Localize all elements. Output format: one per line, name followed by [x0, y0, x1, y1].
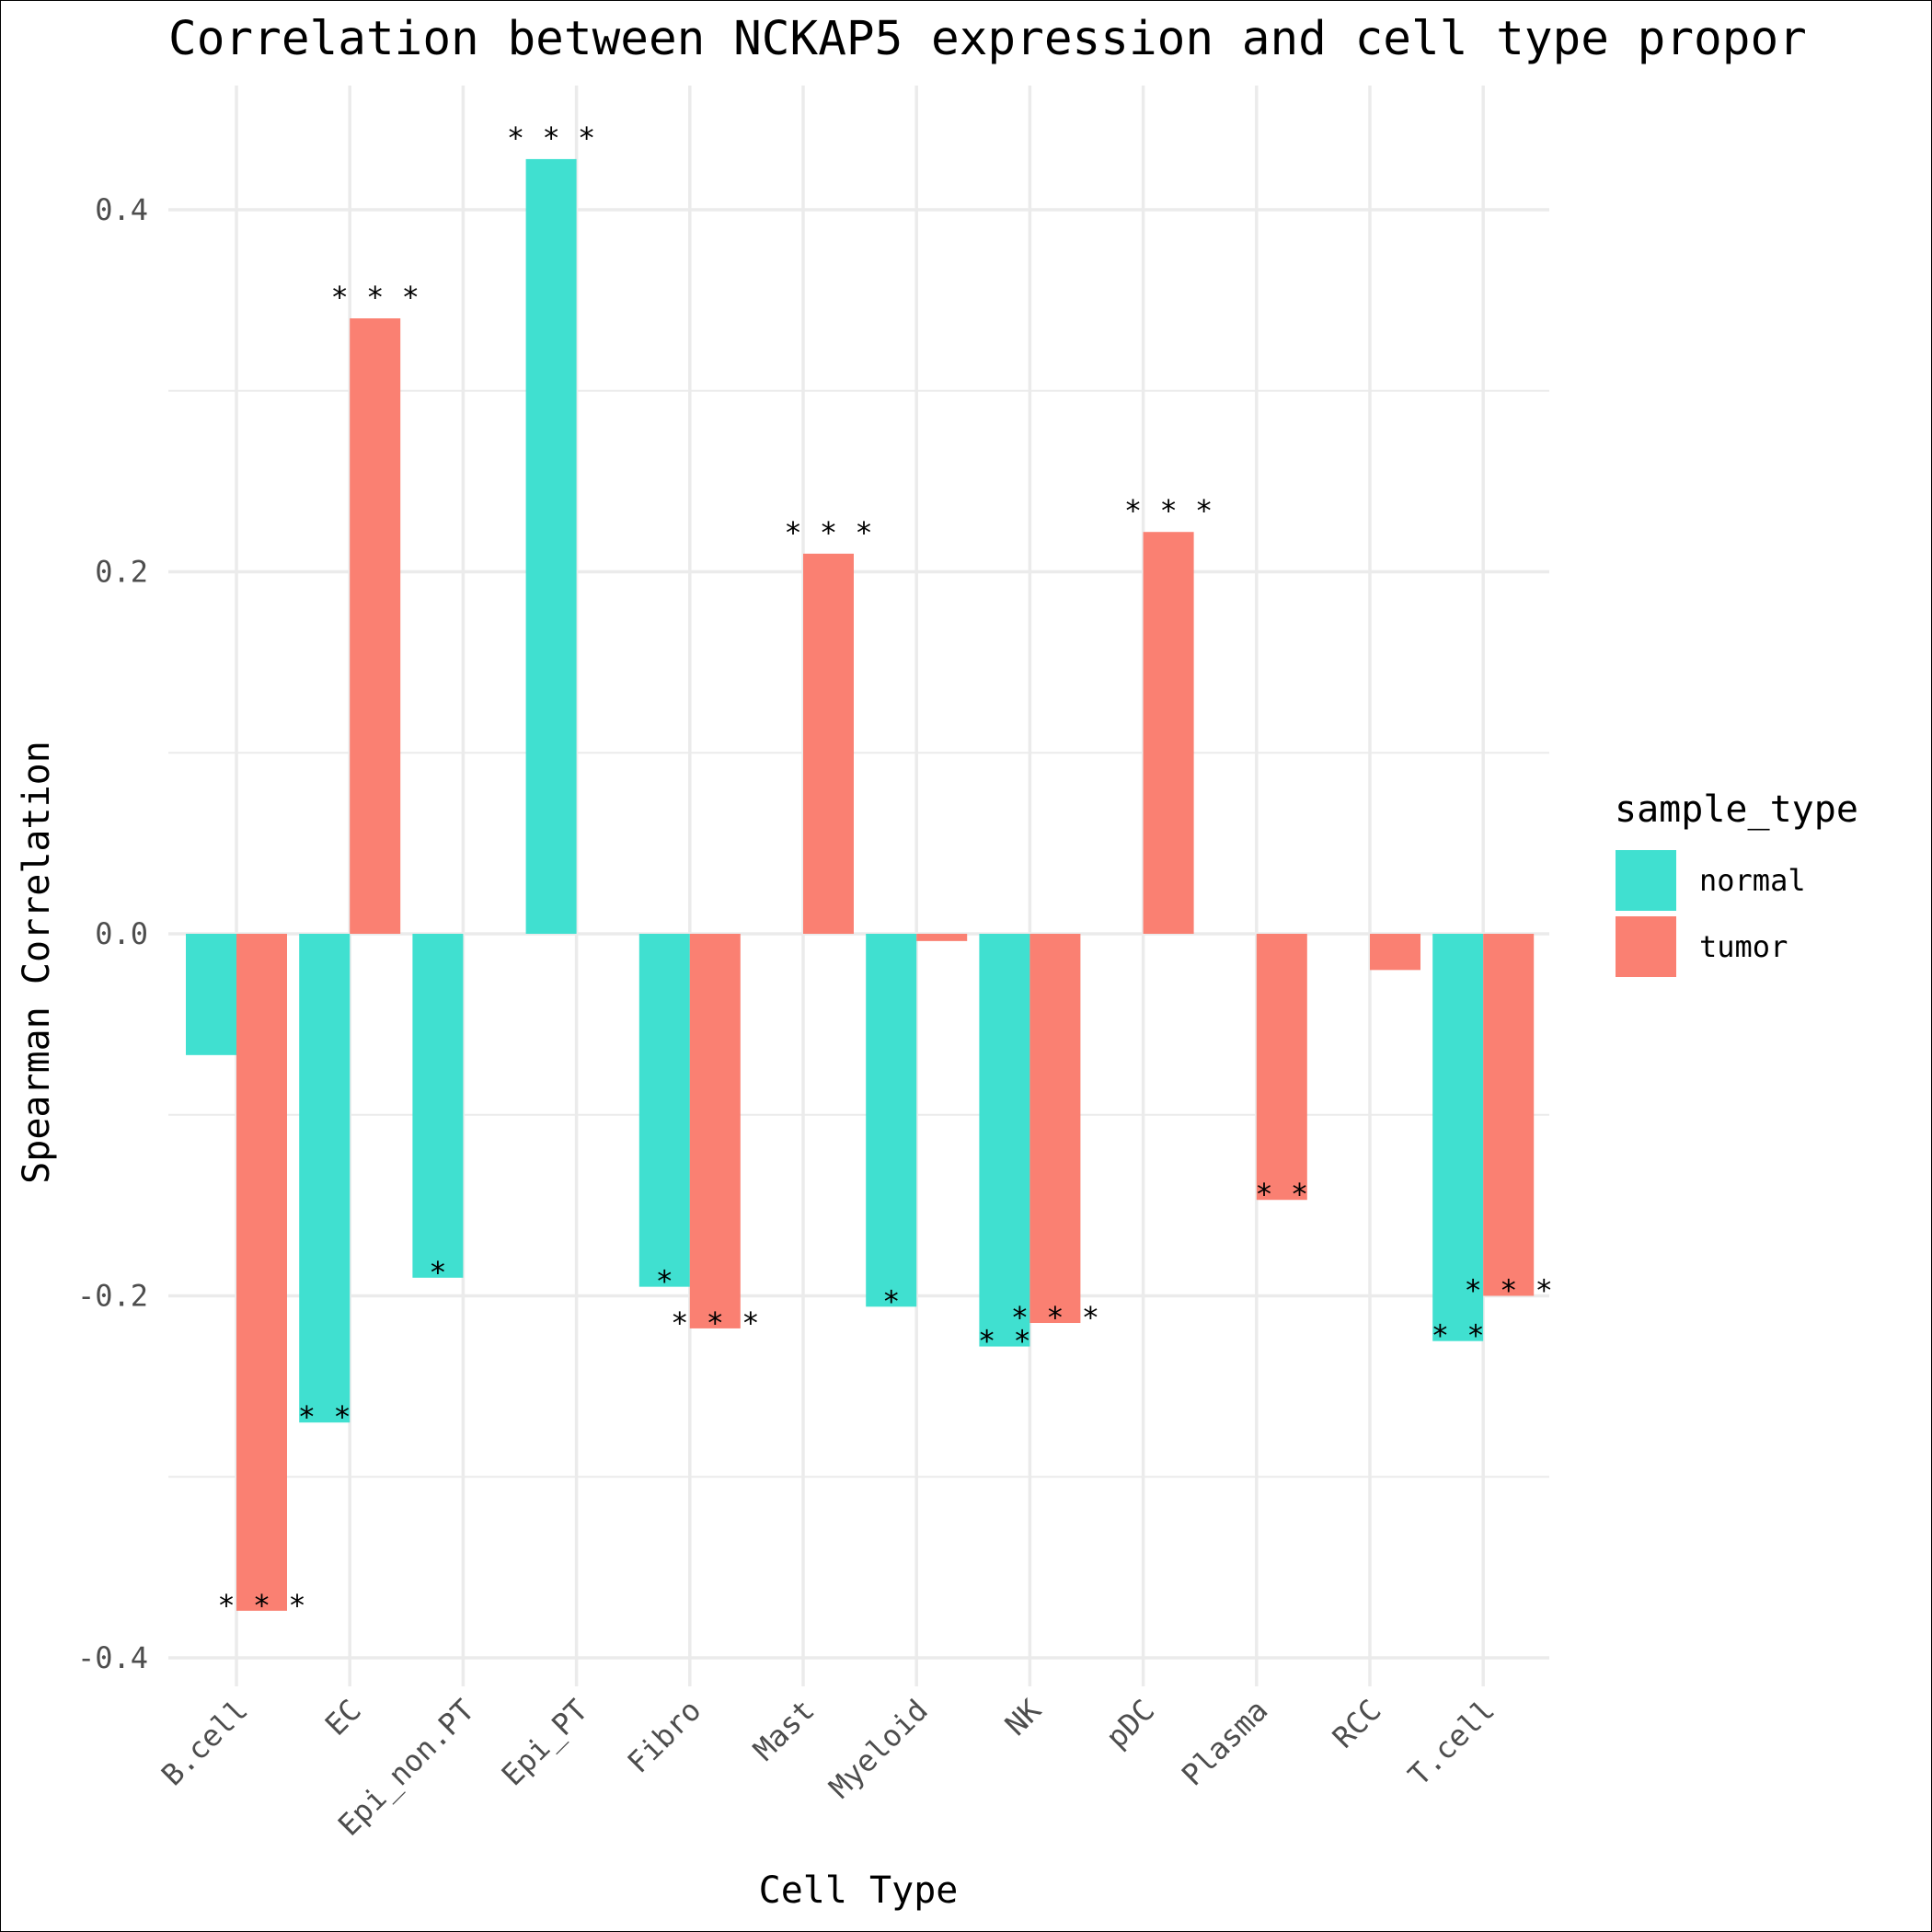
y-axis-title: Spearman Correlation	[16, 741, 58, 1184]
significance-tumor-B.cell: * * *	[217, 1588, 305, 1623]
x-tick-label: B.cell	[155, 1693, 255, 1793]
x-tick-label: Myeloid	[822, 1693, 935, 1805]
bar-tumor-pDC	[1143, 532, 1194, 934]
y-axis-ticks: -0.4 -0.2 0.0 0.2 0.4	[77, 192, 148, 1675]
x-axis-title: Cell Type	[759, 1869, 959, 1912]
bar-tumor-NK	[1029, 934, 1081, 1324]
x-tick-label: Fibro	[620, 1693, 707, 1780]
significance-tumor-Plasma: * *	[1255, 1177, 1308, 1212]
y-tick-label: 0.4	[95, 192, 148, 227]
significance-normal-T.cell: * *	[1432, 1318, 1485, 1353]
significance-tumor-pDC: * * *	[1124, 493, 1213, 528]
bar-tumor-RCC	[1370, 934, 1420, 971]
significance-tumor-EC: * * *	[331, 280, 420, 315]
x-tick-label: Mast	[746, 1693, 821, 1767]
bar-normal-Fibro	[638, 934, 690, 1287]
x-tick-label: EC	[318, 1693, 368, 1742]
bar-normal-Myeloid	[866, 934, 917, 1307]
x-tick-label: pDC	[1099, 1693, 1162, 1755]
significance-normal-Epi_PT: * * *	[507, 121, 595, 155]
significance-tumor-Mast: * * *	[784, 515, 872, 550]
significance-normal-NK: * *	[978, 1324, 1031, 1359]
x-tick-label: Plasma	[1175, 1693, 1275, 1793]
y-tick-label: 0.0	[95, 916, 148, 951]
bar-tumor-EC	[350, 318, 401, 934]
x-tick-label: RCC	[1326, 1693, 1388, 1755]
legend-title: sample_type	[1615, 788, 1858, 831]
x-tick-label: NK	[998, 1692, 1049, 1742]
y-tick-label: -0.2	[77, 1279, 148, 1314]
bar-normal-EC	[299, 934, 351, 1423]
bars	[186, 158, 1535, 1611]
significance-tumor-T.cell: * * *	[1465, 1273, 1553, 1308]
bar-tumor-Mast	[803, 553, 854, 934]
significance-normal-EC: * *	[298, 1399, 351, 1434]
bar-tumor-Fibro	[689, 934, 741, 1328]
bar-normal-Epi_PT	[525, 158, 577, 934]
significance-normal-Epi_non.PT: *	[429, 1255, 446, 1290]
bar-normal-B.cell	[186, 934, 236, 1055]
legend-swatch-tumor	[1616, 916, 1676, 977]
bar-tumor-T.cell	[1483, 934, 1535, 1296]
legend-swatch-normal	[1616, 850, 1676, 911]
x-tick-label: Epi_PT	[495, 1693, 595, 1793]
significance-tumor-Fibro: * * *	[671, 1305, 759, 1340]
significance-labels: * *** * **** * * ** * ** * ** * ** * ** *…	[217, 121, 1553, 1623]
bar-tumor-Myeloid	[916, 934, 968, 941]
bar-normal-T.cell	[1432, 934, 1484, 1341]
legend-label-normal: normal	[1699, 863, 1806, 898]
bar-tumor-Plasma	[1256, 934, 1307, 1201]
legend-label-tumor: tumor	[1699, 929, 1788, 964]
y-tick-label: -0.4	[77, 1640, 148, 1675]
legend: sample_type normal tumor	[1615, 788, 1858, 977]
significance-normal-Myeloid: *	[882, 1283, 900, 1318]
bar-normal-Epi_non.PT	[412, 934, 464, 1278]
x-tick-label: T.cell	[1401, 1693, 1501, 1793]
y-tick-label: 0.2	[95, 555, 148, 590]
significance-normal-Fibro: *	[656, 1264, 673, 1299]
bar-normal-NK	[979, 934, 1030, 1347]
significance-tumor-NK: * * *	[1011, 1300, 1099, 1335]
bar-tumor-B.cell	[236, 934, 287, 1611]
chart-title: Correlation between NCKAP5 expression an…	[168, 12, 1807, 66]
